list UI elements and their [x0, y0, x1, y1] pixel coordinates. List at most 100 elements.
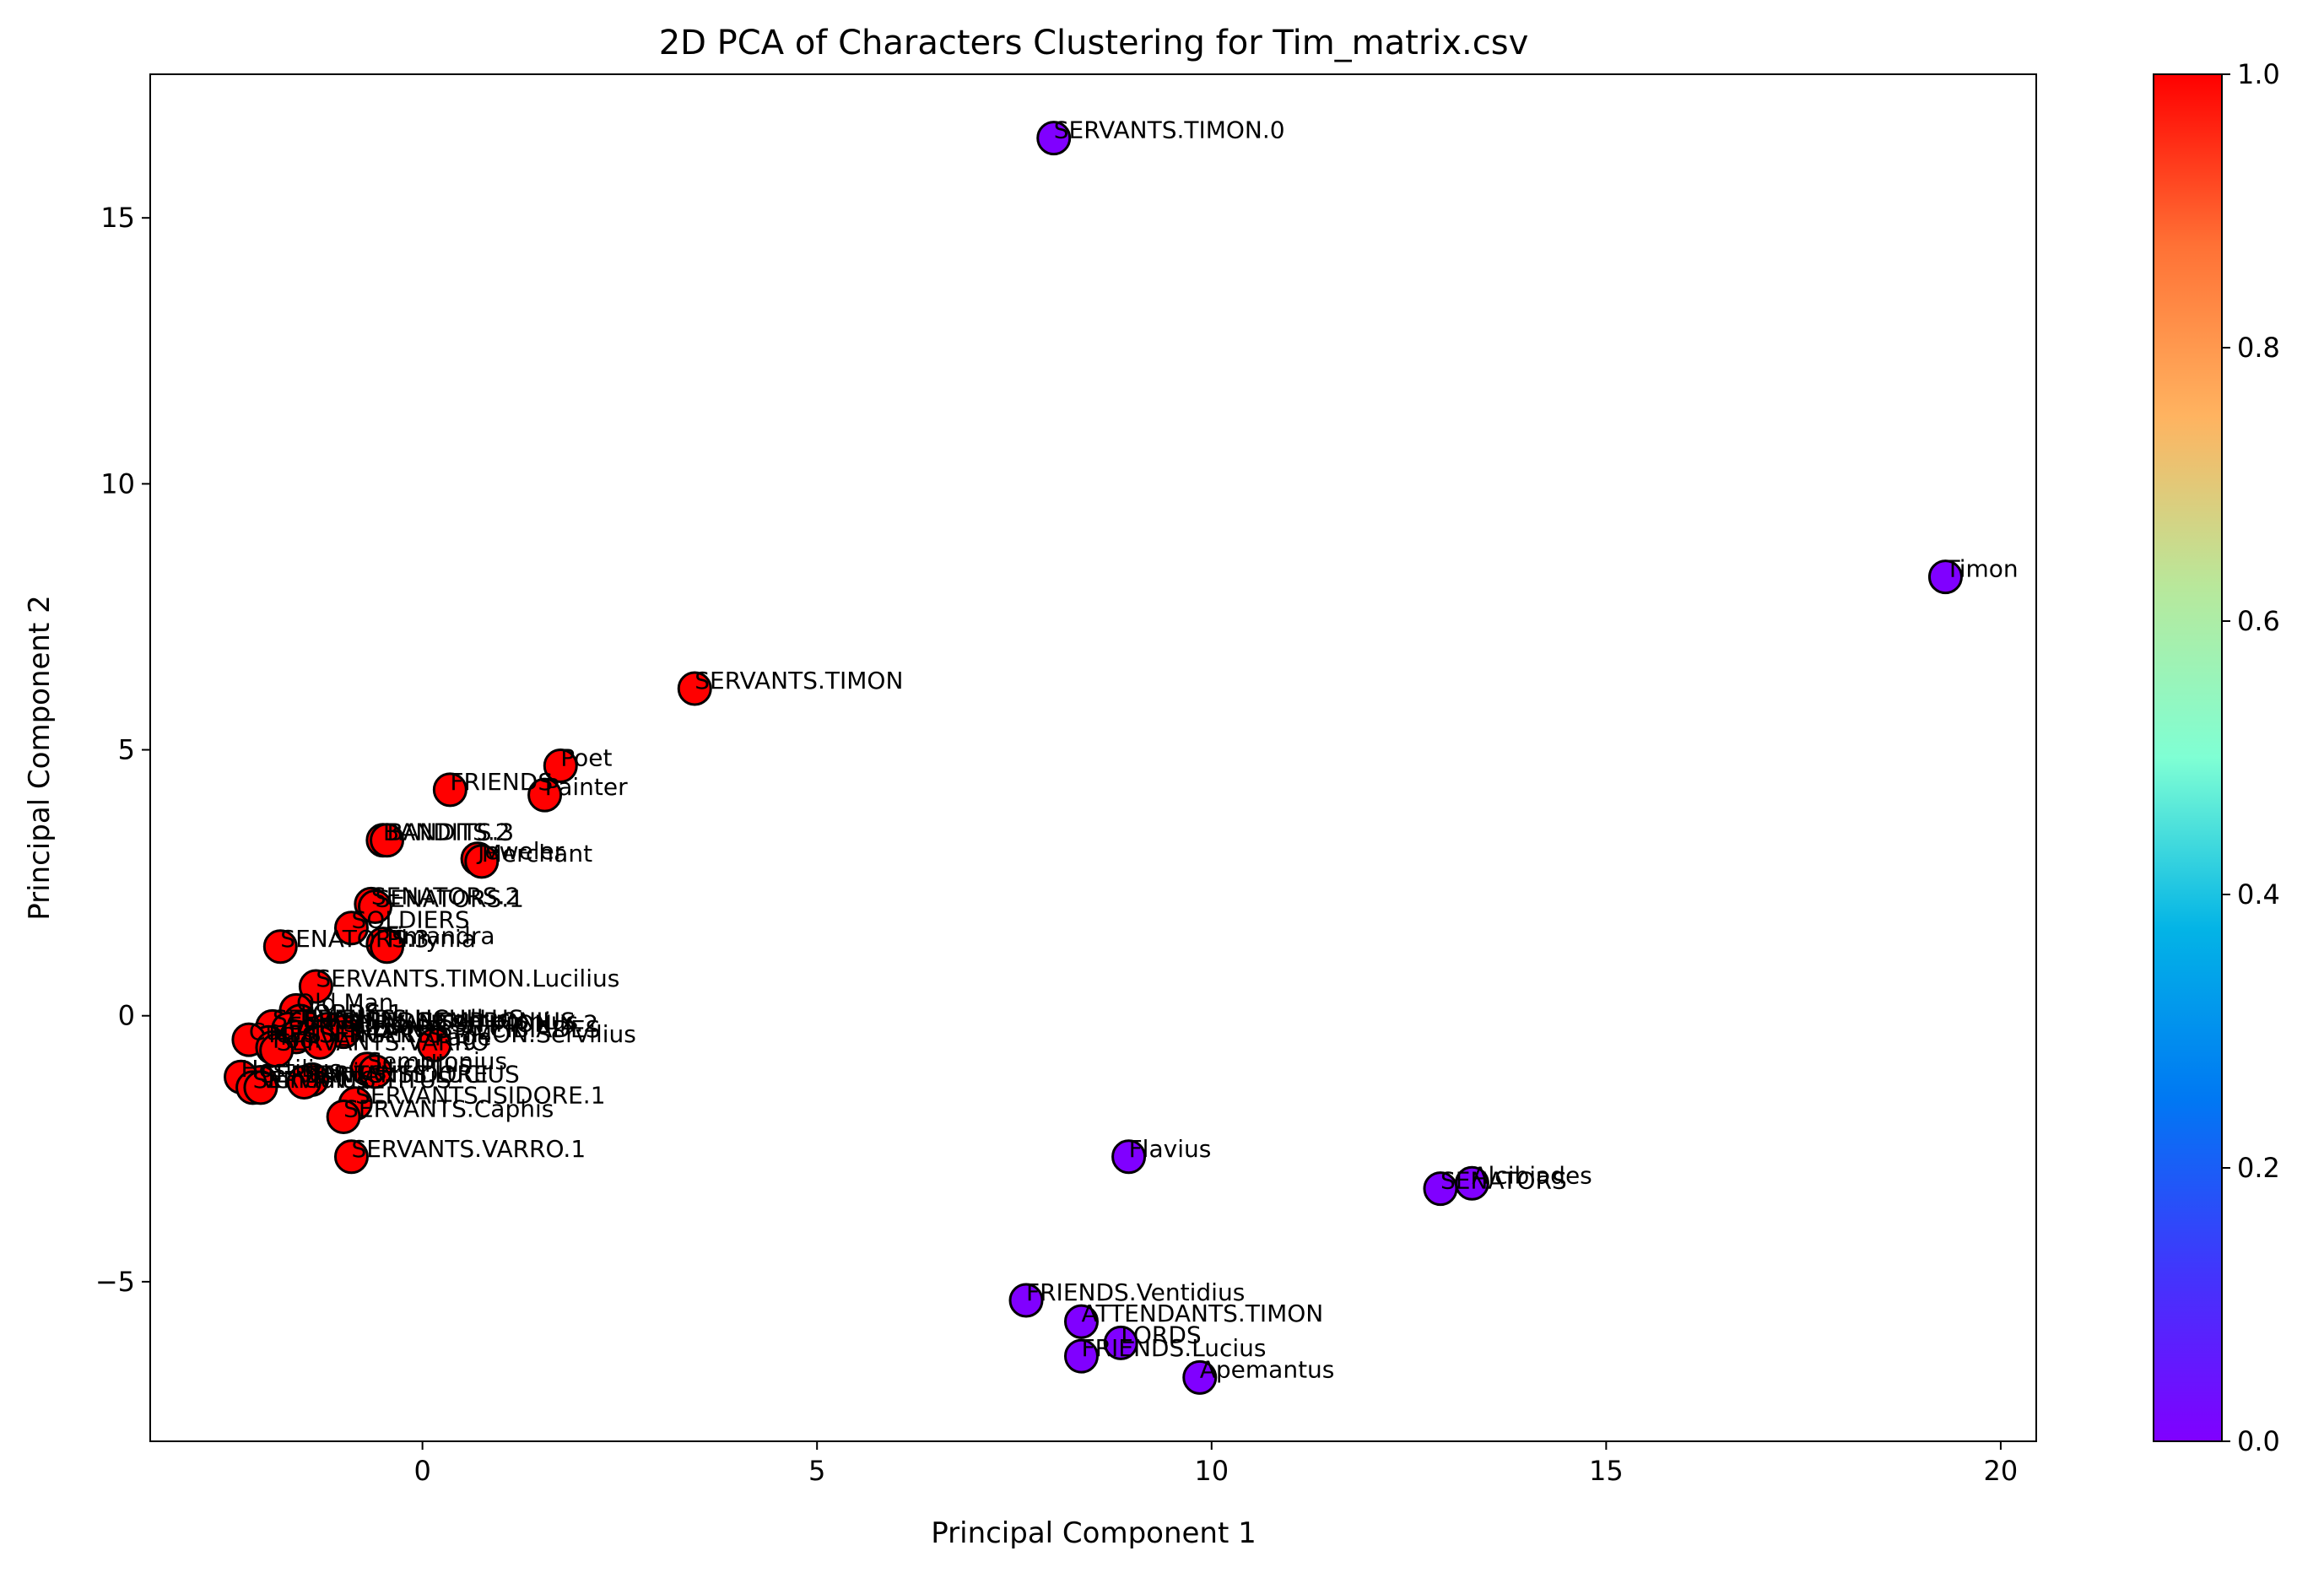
colorbar-tick-label: 1.0 — [2237, 58, 2280, 90]
point-label: ATTENDANTS.TIMON — [1081, 1300, 1323, 1327]
y-axis-ticks: −5 0 5 10 15 — [95, 202, 150, 1298]
scatter-point — [358, 1054, 393, 1089]
point-label: Ventidius — [261, 1066, 370, 1094]
x-tick-label: 5 — [808, 1455, 825, 1487]
point-label: FRIENDS — [450, 768, 553, 796]
point-label: Page — [435, 1023, 492, 1051]
point-label: Fool — [273, 1026, 321, 1054]
scatter-point — [677, 671, 712, 706]
point-label: Flavius — [1129, 1135, 1212, 1163]
y-axis-label: Principal Component 2 — [23, 595, 57, 921]
scatter-point — [370, 823, 405, 858]
point-label: SOLDIERS — [351, 906, 469, 934]
point-label: SERVANTS.LUCULLUS — [273, 1004, 523, 1032]
scatter-point — [286, 1065, 322, 1100]
data-point-labels: SERVANTS.TIMON.0TimonFlaviusAlcibiadesSE… — [241, 116, 2019, 1384]
scatter-point — [1063, 1304, 1099, 1339]
x-tick-label: 0 — [413, 1455, 430, 1487]
point-label: Jeweler — [476, 837, 565, 865]
point-label: FRIENDS.Ventidius — [1026, 1278, 1245, 1306]
point-label: Hostilius — [241, 1055, 342, 1083]
point-label: FRIENDS.Lucullus — [304, 1004, 511, 1032]
scatter-point — [464, 844, 500, 879]
scatter-point — [326, 1099, 361, 1134]
point-label: Cupid — [249, 1018, 317, 1046]
point-label: SENATORS.1 — [376, 884, 524, 912]
scatter-point — [1036, 121, 1072, 156]
point-label: SERVANTS.LUCIUS — [304, 1061, 519, 1089]
point-label: SERVANTS.TIMON — [694, 667, 903, 694]
data-points — [224, 121, 1963, 1395]
colorbar-tick-label: 0.6 — [2237, 605, 2280, 637]
scatter-point — [298, 969, 333, 1004]
point-label: SERVANTS.Caphis — [343, 1094, 554, 1122]
scatter-point — [417, 1027, 452, 1062]
point-label: SENATORS.3 — [280, 925, 429, 953]
scatter-point — [302, 1024, 338, 1060]
x-tick-label: 20 — [1984, 1455, 2019, 1487]
plot-area-frame — [149, 73, 2037, 1442]
point-label: Old Man — [296, 988, 394, 1016]
point-label: SENATORS — [1440, 1167, 1567, 1195]
scatter-point — [358, 889, 393, 924]
scatter-point — [243, 1070, 278, 1105]
point-label: Lucullus — [376, 1050, 472, 1078]
scatter-point — [1063, 1338, 1099, 1374]
point-label: SERVANTS.VARRO — [277, 1029, 489, 1057]
scatter-point — [370, 929, 405, 965]
point-label: SERVANTS.ISIDORE.1 — [355, 1082, 605, 1110]
point-label: Poet — [560, 743, 612, 771]
x-axis-ticks: 0 5 10 15 20 — [413, 1441, 2018, 1487]
point-label: SERVANTS.TITUS — [253, 1066, 451, 1094]
colorbar-tick-label: 0.0 — [2237, 1425, 2280, 1457]
point-label: Timandra — [382, 922, 495, 950]
x-axis-label: Principal Component 1 — [931, 1516, 1257, 1550]
point-label: Sempronius — [367, 1047, 507, 1075]
y-tick-label: 5 — [118, 734, 135, 766]
point-label: ATTENDANTS.ALCIBIADES — [296, 1015, 600, 1043]
scatter-point — [1423, 1171, 1458, 1207]
point-label: LORDS — [1121, 1321, 1201, 1348]
colorbar-tick-label: 0.4 — [2237, 878, 2280, 911]
point-label: BANDITS.3 — [387, 819, 515, 846]
point-label: SERVANTS.ISIDORE — [261, 1061, 489, 1089]
scatter-point — [333, 911, 369, 946]
point-label: Alcibiades — [1472, 1161, 1592, 1189]
scatter-point — [1103, 1325, 1138, 1360]
point-label: SERVANTS.TIMON.X.2 — [343, 1010, 598, 1038]
scatter-point — [1111, 1139, 1147, 1175]
point-label: Apemantus — [1200, 1355, 1335, 1383]
colorbar-tick-label: 0.2 — [2237, 1152, 2280, 1184]
point-label: SERVANTS.TIMON.Lucilius — [316, 965, 619, 992]
x-tick-label: 15 — [1589, 1455, 1624, 1487]
y-tick-label: −5 — [95, 1266, 135, 1298]
scatter-point — [527, 777, 563, 813]
point-label: Lucius — [312, 1057, 386, 1085]
point-label: SERVANTS.VARRO.1 — [351, 1135, 586, 1163]
point-label: Painter — [545, 773, 629, 801]
point-label: FRIENDS.Lucius — [1081, 1334, 1266, 1362]
scatter-point — [259, 1033, 295, 1068]
y-tick-label: 15 — [100, 202, 135, 234]
point-label: SERVANTS.SEMPRONIUS — [289, 1007, 576, 1035]
point-label: SENATORS.2 — [371, 882, 520, 910]
point-label: MESSENGERS — [268, 1020, 431, 1048]
colorbar — [2153, 73, 2223, 1442]
scatter-point — [262, 929, 298, 965]
x-tick-label: 10 — [1194, 1455, 1229, 1487]
point-label: Phrynia — [387, 925, 476, 953]
scatter-point — [1008, 1283, 1044, 1318]
scatter-point — [543, 748, 578, 783]
colorbar-ticks: 0.0 0.2 0.4 0.6 0.8 1.0 — [2222, 58, 2280, 1457]
point-label: Timon — [1944, 555, 2018, 583]
point-label: SERVANTS.TIMON.Servilius — [320, 1020, 636, 1048]
point-label: LORDS.1 — [300, 999, 403, 1027]
scatter-point — [1927, 559, 1963, 595]
scatter-point — [333, 1139, 369, 1175]
chart-title: 2D PCA of Characters Clustering for Tim_… — [659, 24, 1529, 62]
scatter-point — [432, 772, 468, 808]
point-label: SERVANTS.TIMON.0 — [1054, 116, 1285, 144]
y-tick-label: 10 — [100, 467, 135, 500]
